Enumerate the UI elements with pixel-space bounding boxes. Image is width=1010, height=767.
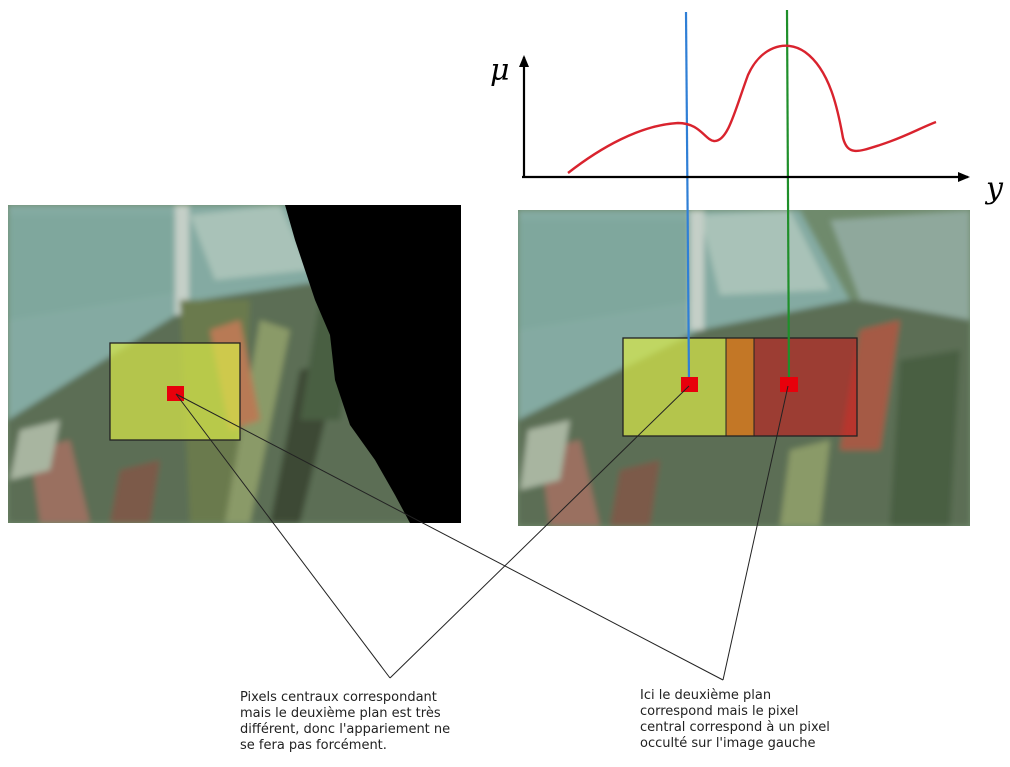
left-center-pixel <box>167 386 184 401</box>
right-matching-window-outline <box>622 337 858 437</box>
right-center-pixel-blue <box>681 377 698 392</box>
caption-left: Pixels centraux correspondant mais le de… <box>240 690 451 753</box>
right-window-right-segment <box>754 338 857 436</box>
graph-x-axis-label: y <box>984 171 1004 206</box>
right-window-left-segment <box>623 338 726 436</box>
caption-right: Ici le deuxième plan correspond mais le … <box>640 688 830 751</box>
graph-y-axis-label: μ <box>490 53 510 88</box>
right-window-middle-segment <box>726 338 754 436</box>
right-image <box>518 210 970 526</box>
leader-lines <box>175 385 789 681</box>
similarity-graph: μ y <box>490 44 1004 206</box>
right-center-pixel-green <box>780 377 798 392</box>
similarity-curve <box>567 44 937 174</box>
blue-correspondence-line <box>684 11 691 384</box>
green-correspondence-line <box>785 9 791 384</box>
